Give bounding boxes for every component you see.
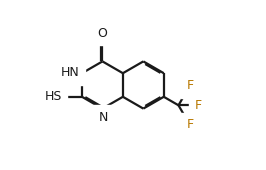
Text: O: O [98,27,107,40]
Text: F: F [187,79,194,92]
Text: N: N [98,111,108,124]
Text: HN: HN [61,66,80,79]
Text: HS: HS [44,90,62,103]
Text: F: F [194,99,201,112]
Text: F: F [187,118,194,131]
